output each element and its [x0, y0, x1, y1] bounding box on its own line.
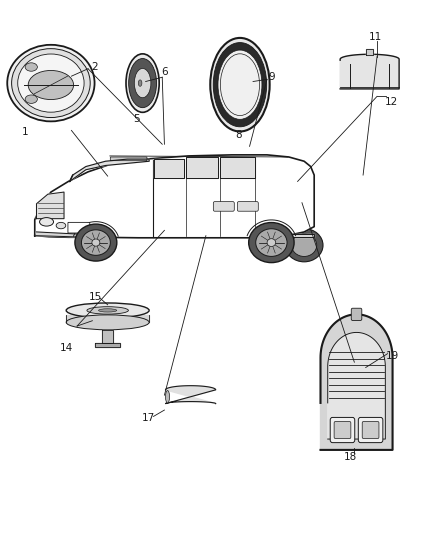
Ellipse shape [210, 38, 270, 132]
Ellipse shape [25, 63, 37, 71]
Ellipse shape [218, 50, 262, 119]
FancyBboxPatch shape [237, 201, 258, 211]
Ellipse shape [292, 234, 317, 256]
Ellipse shape [87, 306, 128, 314]
Ellipse shape [28, 70, 74, 100]
Ellipse shape [267, 239, 276, 246]
Ellipse shape [129, 59, 156, 108]
FancyBboxPatch shape [351, 308, 362, 320]
Ellipse shape [66, 303, 149, 318]
Polygon shape [66, 315, 149, 322]
FancyBboxPatch shape [110, 157, 147, 161]
Ellipse shape [134, 68, 151, 98]
Polygon shape [95, 343, 120, 347]
Ellipse shape [285, 229, 323, 262]
Ellipse shape [213, 43, 267, 127]
Ellipse shape [92, 239, 100, 246]
Text: 18: 18 [344, 452, 357, 462]
Ellipse shape [81, 230, 110, 255]
Text: 17: 17 [141, 413, 155, 423]
Ellipse shape [25, 95, 37, 103]
Ellipse shape [75, 224, 117, 261]
Ellipse shape [39, 217, 53, 226]
Ellipse shape [7, 45, 95, 122]
Text: 9: 9 [268, 72, 275, 82]
Polygon shape [70, 159, 149, 181]
Polygon shape [154, 159, 184, 178]
Polygon shape [258, 233, 314, 237]
Ellipse shape [249, 223, 294, 263]
Polygon shape [102, 330, 113, 343]
Ellipse shape [12, 49, 90, 118]
Polygon shape [166, 386, 216, 403]
Text: 2: 2 [91, 62, 98, 72]
Polygon shape [340, 54, 399, 89]
Ellipse shape [56, 222, 66, 229]
Text: 19: 19 [386, 351, 399, 361]
FancyBboxPatch shape [362, 422, 379, 439]
Ellipse shape [18, 54, 84, 112]
Text: 6: 6 [162, 67, 168, 77]
Ellipse shape [99, 309, 117, 312]
Text: 14: 14 [60, 343, 73, 353]
Text: 5: 5 [133, 114, 139, 124]
Polygon shape [35, 155, 314, 238]
Polygon shape [366, 50, 373, 55]
Polygon shape [321, 314, 392, 450]
Ellipse shape [166, 391, 170, 403]
Text: 11: 11 [369, 32, 382, 42]
FancyBboxPatch shape [330, 417, 355, 442]
Text: 1: 1 [21, 127, 28, 137]
Polygon shape [186, 157, 218, 178]
Polygon shape [328, 333, 385, 439]
Text: 12: 12 [385, 96, 398, 107]
Text: 8: 8 [235, 130, 242, 140]
Polygon shape [36, 192, 64, 219]
Polygon shape [36, 232, 88, 237]
Text: 15: 15 [89, 292, 102, 302]
FancyBboxPatch shape [213, 201, 234, 211]
FancyBboxPatch shape [334, 422, 351, 439]
Ellipse shape [66, 315, 149, 330]
Polygon shape [220, 157, 255, 178]
Ellipse shape [126, 54, 159, 112]
Ellipse shape [256, 229, 287, 256]
FancyBboxPatch shape [358, 417, 383, 442]
Ellipse shape [138, 80, 142, 86]
FancyBboxPatch shape [68, 222, 90, 233]
